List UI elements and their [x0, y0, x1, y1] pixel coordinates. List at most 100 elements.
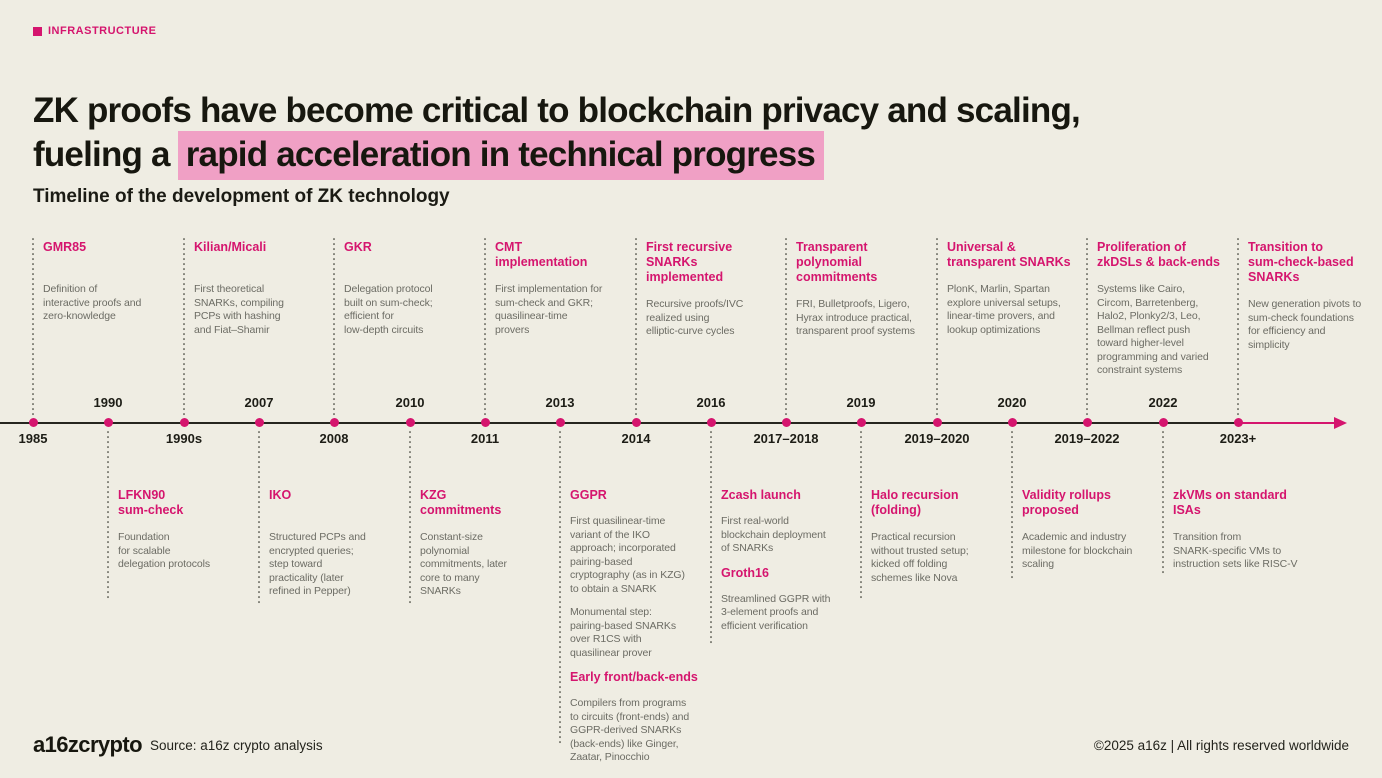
event-description: First real-world blockchain deployment o… [721, 515, 826, 554]
timeline-dot [406, 418, 415, 427]
dotted-leader-line [559, 431, 561, 746]
event-title: GGPR [570, 488, 607, 502]
event-section: KZG commitments Constant-size polynomial … [420, 488, 507, 599]
timeline-dot [782, 418, 791, 427]
event-title: Zcash launch [721, 488, 801, 502]
event-section: IKO Structured PCPs and encrypted queries… [269, 488, 366, 599]
year-label: 2017–2018 [753, 431, 819, 446]
event-title: First recursive SNARKs implemented [646, 240, 733, 284]
year-label: 2019–2020 [904, 431, 970, 446]
dotted-leader-line [258, 431, 260, 605]
dotted-leader-line [785, 238, 787, 418]
event-section: Validity rollups proposed Academic and in… [1022, 488, 1132, 572]
event-description: Recursive proofs/IVC realized using elli… [646, 298, 744, 337]
year-label: 1985 [18, 431, 48, 446]
event-description: Monumental step: pairing-based SNARKs ov… [570, 606, 676, 659]
event-column-halo: Halo recursion (folding) Practical recurs… [860, 431, 969, 601]
event-section: Monumental step: pairing-based SNARKs ov… [570, 606, 698, 660]
event-description: Foundation for scalable delegation proto… [118, 531, 210, 570]
year-label: 2019 [846, 395, 876, 410]
event-column-zcash-groth16: Zcash launch First real-world blockchain … [710, 431, 830, 645]
event-section: Zcash launch First real-world blockchain … [721, 488, 830, 556]
event-column-gmr85: GMR85 Definition of interactive proofs an… [32, 238, 141, 418]
dotted-leader-line [710, 431, 712, 645]
timeline-dot [481, 418, 490, 427]
year-label: 2013 [545, 395, 575, 410]
source-note: Source: a16z crypto analysis [150, 738, 323, 753]
dotted-leader-line [484, 238, 486, 418]
event-title: Early front/back-ends [570, 670, 698, 684]
event-section: Early front/back-ends Compilers from prog… [570, 670, 698, 765]
event-column-lfkn90: LFKN90 sum-check Foundation for scalable … [107, 431, 210, 601]
timeline-dot [1083, 418, 1092, 427]
event-description: First theoretical SNARKs, compiling PCPs… [194, 283, 284, 336]
event-title: GMR85 [43, 240, 87, 254]
event-description: Definition of interactive proofs and zer… [43, 283, 142, 322]
event-column-transparent-commitments: Transparent polynomial commitments FRI, B… [785, 238, 915, 418]
timeline-dot [707, 418, 716, 427]
event-description: First quasilinear-time variant of the IK… [570, 515, 685, 595]
year-label: 2019–2022 [1054, 431, 1120, 446]
event-title: Kilian/Micali [194, 240, 267, 254]
timeline-dot [29, 418, 38, 427]
event-description: FRI, Bulletproofs, Ligero, Hyrax introdu… [796, 298, 915, 337]
timeline-dot [857, 418, 866, 427]
year-label: 2020 [997, 395, 1027, 410]
year-label: 2022 [1148, 395, 1178, 410]
event-column-first-recursive-snarks: First recursive SNARKs implemented Recurs… [635, 238, 743, 418]
dotted-leader-line [860, 431, 862, 601]
dotted-leader-line [1086, 238, 1088, 418]
year-label: 2014 [621, 431, 651, 446]
event-column-zkdsls: Proliferation of zkDSLs & back-ends Syste… [1086, 238, 1220, 418]
dotted-leader-line [409, 431, 411, 605]
page-title: ZK proofs have become critical to blockc… [33, 89, 1081, 181]
copyright-note: ©2025 a16z | All rights reserved worldwi… [1093, 738, 1349, 753]
event-description: Streamlined GGPR with 3-element proofs a… [721, 592, 831, 632]
dotted-leader-line [1011, 431, 1013, 581]
timeline-dot [104, 418, 113, 427]
event-description: Transition from SNARK-specific VMs to in… [1173, 531, 1298, 570]
dotted-leader-line [635, 238, 637, 418]
event-description: Delegation protocol built on sum-check; … [344, 283, 433, 336]
timeline-axis-line [0, 422, 1240, 424]
event-column-validity-rollups: Validity rollups proposed Academic and in… [1011, 431, 1132, 581]
page-title-line2-prefix: fueling a [33, 135, 171, 175]
year-label: 2008 [319, 431, 349, 446]
timeline-dot [1234, 418, 1243, 427]
dotted-leader-line [32, 238, 34, 418]
event-title: Proliferation of zkDSLs & back-ends [1097, 240, 1220, 269]
page-title-line1: ZK proofs have become critical to blockc… [33, 91, 1081, 131]
event-title: GKR [344, 240, 372, 254]
event-title: Universal & transparent SNARKs [947, 240, 1071, 269]
dotted-leader-line [107, 431, 109, 601]
event-title: Transparent polynomial commitments [796, 240, 878, 284]
timeline-dot [330, 418, 339, 427]
event-column-gkr: GKR Delegation protocol built on sum-chec… [333, 238, 433, 418]
event-title: Validity rollups proposed [1022, 488, 1111, 517]
event-column-zkvms: zkVMs on standard ISAs Transition from SN… [1162, 431, 1298, 576]
page-title-highlight: rapid acceleration in technical progress [177, 131, 825, 181]
event-description: First implementation for sum-check and G… [495, 283, 603, 336]
event-description: New generation pivots to sum-check found… [1248, 298, 1362, 351]
year-label: 2023+ [1219, 431, 1257, 446]
dotted-leader-line [333, 238, 335, 418]
year-label: 2011 [470, 431, 500, 446]
event-title: Transition to sum-check-based SNARKs [1248, 240, 1354, 284]
event-title: KZG commitments [420, 488, 502, 517]
event-column-ggpr: GGPR First quasilinear-time variant of th… [559, 431, 698, 763]
event-title: CMT implementation [495, 240, 588, 269]
timeline-dot [1008, 418, 1017, 427]
dotted-leader-line [936, 238, 938, 418]
timeline-dot [1159, 418, 1168, 427]
timeline-dot [556, 418, 565, 427]
year-label: 1990 [93, 395, 123, 410]
event-column-sum-check-transition: Transition to sum-check-based SNARKs New … [1237, 238, 1361, 418]
event-section: GGPR First quasilinear-time variant of th… [570, 488, 698, 596]
category-label: INFRASTRUCTURE [48, 25, 157, 37]
section-subtitle: Timeline of the development of ZK techno… [33, 186, 450, 207]
event-description: Systems like Cairo, Circom, Barretenberg… [1097, 283, 1209, 376]
event-column-iko: IKO Structured PCPs and encrypted queries… [258, 431, 366, 605]
event-column-universal-snarks: Universal & transparent SNARKs PlonK, Mar… [936, 238, 1071, 418]
event-section: zkVMs on standard ISAs Transition from SN… [1173, 488, 1298, 572]
